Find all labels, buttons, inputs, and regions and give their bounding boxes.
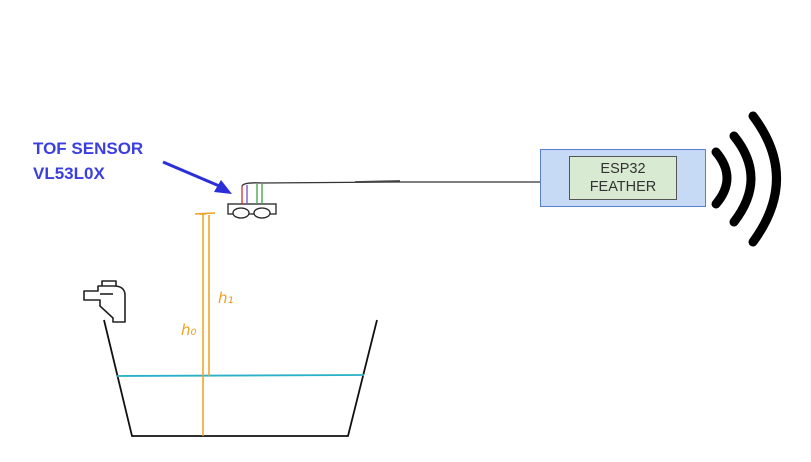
wire-to-controller (241, 180, 540, 187)
wifi-signal-icon (711, 111, 781, 247)
h0-label: h₀ (181, 321, 197, 339)
controller-line2: FEATHER (589, 179, 657, 195)
water-level-line (116, 374, 365, 377)
tap-icon (83, 280, 126, 323)
arrow-icon (162, 160, 232, 194)
sensor-board-icon (227, 184, 277, 219)
sensor-title-line2: VL53L0X (33, 164, 105, 183)
controller-line1: ESP32 (600, 161, 646, 177)
esp32-feather-display: ESP32 FEATHER (569, 156, 677, 200)
measurement-lines (194, 212, 216, 436)
h1-label: h₁ (218, 289, 234, 307)
sensor-title-line1: TOF SENSOR (33, 139, 144, 158)
basin-icon (103, 319, 378, 437)
esp32-feather-box: ESP32 FEATHER (540, 149, 706, 207)
